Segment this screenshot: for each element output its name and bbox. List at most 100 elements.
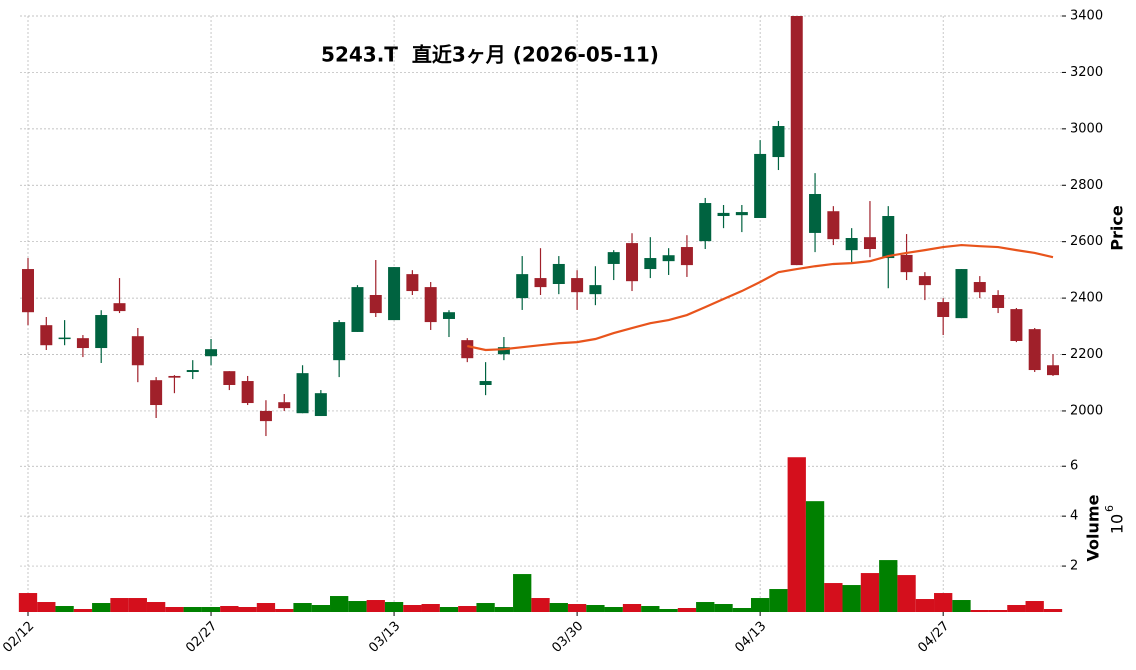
candle-body — [259, 410, 272, 422]
volume-bar — [146, 602, 166, 612]
volume-bar — [659, 609, 678, 612]
candle-body — [369, 294, 382, 314]
candle-body — [76, 338, 89, 349]
candle-body — [314, 393, 327, 417]
volume-bar — [805, 501, 825, 612]
candle-body — [790, 16, 803, 266]
volume-bar — [842, 585, 861, 612]
volume-bar — [934, 593, 953, 612]
volume-bar — [37, 602, 56, 612]
volume-bar — [531, 598, 550, 612]
y-tick-label: 2000 — [1070, 403, 1103, 418]
volume-bar — [201, 607, 221, 612]
x-tick-label: 04/27 — [915, 619, 952, 656]
candle-body — [717, 212, 730, 217]
volume-bar — [970, 610, 989, 612]
candle-body — [95, 315, 108, 349]
candle-body — [589, 285, 602, 295]
candle-body — [479, 381, 492, 385]
x-tick-label: 02/27 — [183, 619, 220, 656]
candle-body — [22, 269, 34, 313]
candle-body — [735, 212, 748, 216]
candle-body — [406, 274, 419, 292]
volume-bar — [714, 604, 733, 612]
candle-body — [223, 371, 236, 385]
candle-body — [882, 216, 895, 259]
candle-body — [296, 373, 309, 414]
volume-bar — [421, 604, 440, 612]
volume-bar — [513, 574, 532, 612]
y-tick-label: 2 — [1070, 559, 1078, 574]
volume-bar — [439, 607, 459, 612]
candle-body — [680, 247, 693, 266]
candle-body — [241, 381, 254, 404]
y-tick-label: 2800 — [1070, 178, 1103, 193]
volume-bar — [586, 605, 605, 612]
y-tick-label: 4 — [1070, 509, 1078, 524]
volume-bar — [348, 601, 367, 612]
volume-bar — [110, 598, 129, 612]
volume-bar — [73, 609, 93, 612]
candle-body — [205, 349, 218, 357]
candle-body — [278, 402, 291, 409]
volume-bar — [750, 598, 770, 612]
candle-body — [955, 269, 968, 319]
y-tick-label: 2600 — [1070, 234, 1103, 249]
candle-body — [863, 237, 876, 250]
volume-bar — [18, 593, 38, 612]
candle-body — [168, 375, 181, 378]
candle-body — [534, 278, 547, 288]
candle-body — [772, 126, 785, 158]
volume-bar — [1025, 601, 1044, 612]
candle-body — [186, 370, 199, 373]
volume-bar — [696, 602, 715, 612]
volume-bar — [952, 600, 971, 612]
volume-multiplier: 10 6 — [1103, 505, 1127, 534]
candle-body — [40, 325, 53, 346]
multiplier-exponent: 6 — [1103, 505, 1116, 512]
candle-body — [58, 337, 71, 340]
y-tick-label: 2200 — [1070, 347, 1103, 362]
candle-body — [1028, 329, 1041, 371]
volume-bar — [1007, 605, 1026, 612]
candle-body — [809, 194, 822, 233]
volume-bar — [549, 603, 568, 612]
moving-average-line — [467, 243, 1054, 352]
price-plot — [22, 16, 1059, 437]
candle-body — [516, 274, 529, 299]
volume-bar — [220, 606, 239, 612]
y-tick-label: 2400 — [1070, 291, 1103, 306]
candle-body — [150, 380, 163, 406]
x-tick-label: 03/30 — [549, 619, 586, 656]
volume-bar — [330, 596, 349, 612]
volume-bar — [403, 605, 422, 612]
volume-bar — [384, 602, 404, 612]
chart-title: 5243.T 直近3ヶ月 (2026-05-11) — [321, 43, 659, 67]
volume-bar — [604, 607, 623, 612]
volume-bar — [293, 603, 312, 612]
volume-bar — [567, 604, 587, 612]
volume-bar — [677, 608, 697, 612]
volume-bar — [1043, 609, 1063, 612]
volume-bar — [476, 603, 495, 612]
candle-body — [626, 243, 639, 282]
candle-body — [333, 322, 346, 361]
volume-bar — [165, 607, 184, 612]
candle-body — [497, 347, 510, 355]
candle-body — [131, 336, 144, 366]
candle-body — [827, 211, 840, 240]
volume-bar — [824, 583, 843, 612]
candle-body — [1010, 309, 1023, 341]
volume-bar — [915, 599, 935, 612]
candle-body — [442, 312, 455, 319]
volume-bar — [311, 605, 331, 612]
volume-bar — [128, 598, 147, 612]
candle-body — [845, 238, 858, 251]
candle-body — [918, 276, 931, 286]
volume-bar — [366, 600, 385, 612]
candle-body — [113, 303, 126, 312]
volume-bar — [769, 589, 788, 612]
candle-body — [699, 203, 712, 242]
volume-bar — [641, 606, 660, 612]
